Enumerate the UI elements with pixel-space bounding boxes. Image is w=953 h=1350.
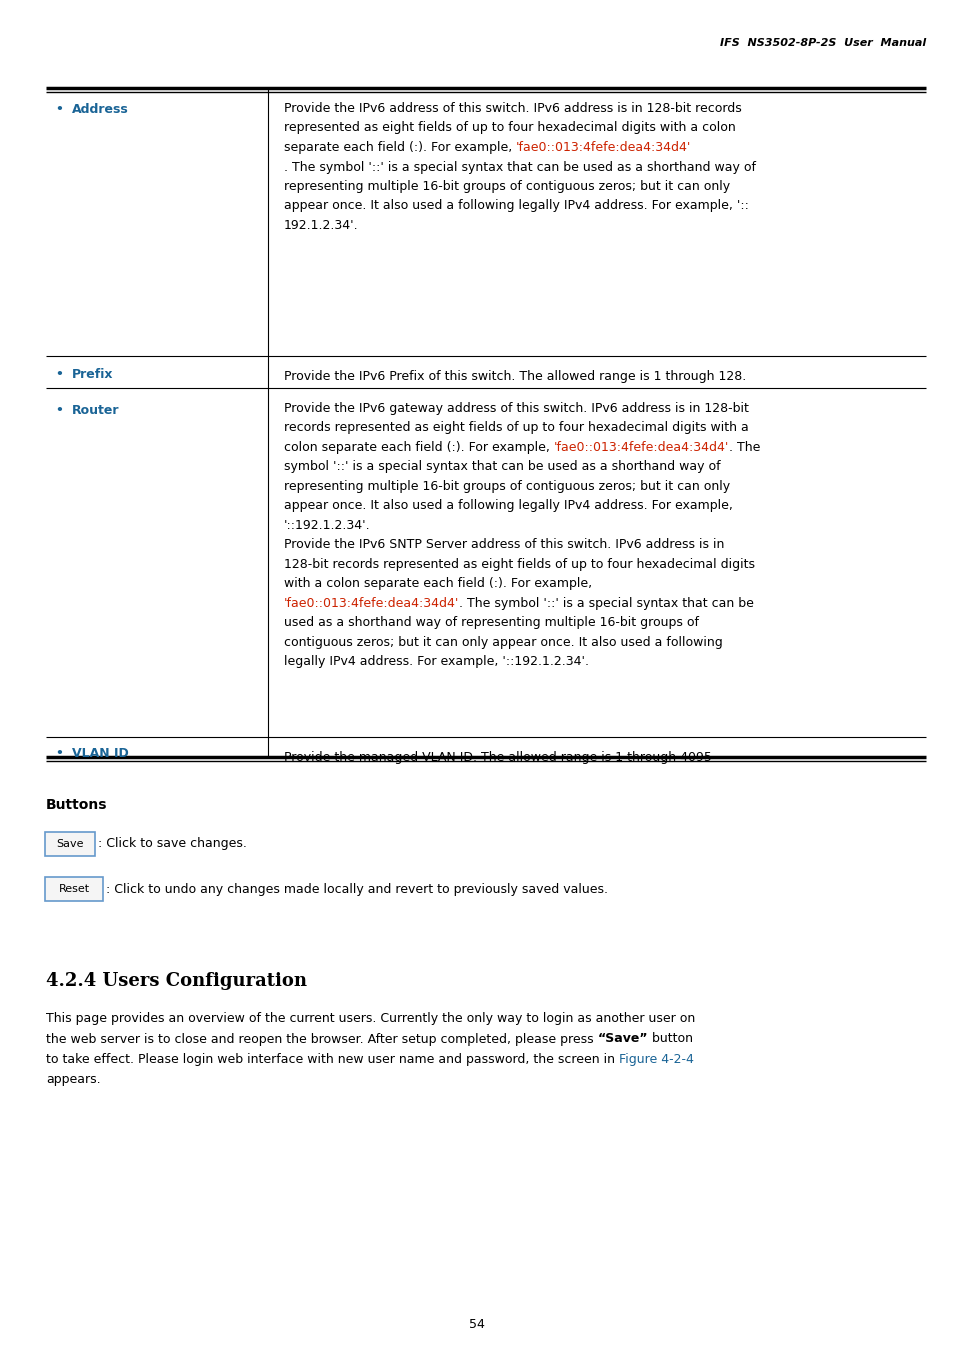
Text: '::192.1.2.34'.: '::192.1.2.34'.	[284, 518, 370, 532]
Text: : Click to save changes.: : Click to save changes.	[98, 837, 247, 850]
Text: Figure 4-2-4: Figure 4-2-4	[618, 1053, 693, 1066]
Text: 192.1.2.34'.: 192.1.2.34'.	[284, 219, 358, 232]
Text: Address: Address	[71, 103, 129, 116]
Text: represented as eight fields of up to four hexadecimal digits with a colon: represented as eight fields of up to fou…	[284, 122, 735, 135]
Text: Provide the IPv6 SNTP Server address of this switch. IPv6 address is in: Provide the IPv6 SNTP Server address of …	[284, 539, 723, 552]
Text: representing multiple 16-bit groups of contiguous zeros; but it can only: representing multiple 16-bit groups of c…	[284, 180, 729, 193]
Text: 'fae0::013:4fefe:dea4:34d4': 'fae0::013:4fefe:dea4:34d4'	[516, 140, 691, 154]
Text: 'fae0::013:4fefe:dea4:34d4': 'fae0::013:4fefe:dea4:34d4'	[284, 597, 459, 610]
Text: Router: Router	[71, 404, 119, 417]
Text: to take effect. Please login web interface with new user name and password, the : to take effect. Please login web interfa…	[46, 1053, 618, 1066]
Text: . The symbol '::' is a special syntax that can be used as a shorthand way of: . The symbol '::' is a special syntax th…	[284, 161, 755, 174]
Text: : Click to undo any changes made locally and revert to previously saved values.: : Click to undo any changes made locally…	[106, 883, 607, 895]
Text: •: •	[55, 369, 63, 381]
Text: Provide the managed VLAN ID. The allowed range is 1 through 4095: Provide the managed VLAN ID. The allowed…	[284, 751, 711, 764]
Text: IFS  NS3502-8P-2S  User  Manual: IFS NS3502-8P-2S User Manual	[719, 38, 925, 49]
Text: This page provides an overview of the current users. Currently the only way to l: This page provides an overview of the cu…	[46, 1012, 695, 1025]
Text: •: •	[55, 747, 63, 760]
Text: Provide the IPv6 Prefix of this switch. The allowed range is 1 through 128.: Provide the IPv6 Prefix of this switch. …	[284, 370, 745, 383]
Text: •: •	[55, 404, 63, 417]
Text: Save: Save	[56, 838, 84, 849]
Text: 'fae0::013:4fefe:dea4:34d4': 'fae0::013:4fefe:dea4:34d4'	[554, 441, 728, 454]
Text: symbol '::' is a special syntax that can be used as a shorthand way of: symbol '::' is a special syntax that can…	[284, 460, 720, 474]
Text: representing multiple 16-bit groups of contiguous zeros; but it can only: representing multiple 16-bit groups of c…	[284, 481, 729, 493]
Text: 128-bit records represented as eight fields of up to four hexadecimal digits: 128-bit records represented as eight fie…	[284, 558, 754, 571]
Text: separate each field (:). For example,: separate each field (:). For example,	[284, 140, 516, 154]
Text: VLAN ID: VLAN ID	[71, 747, 129, 760]
Text: . The symbol '::' is a special syntax that can be: . The symbol '::' is a special syntax th…	[459, 597, 754, 610]
Text: used as a shorthand way of representing multiple 16-bit groups of: used as a shorthand way of representing …	[284, 617, 699, 629]
Text: appears.: appears.	[46, 1073, 100, 1087]
Text: button: button	[647, 1033, 693, 1045]
Text: Reset: Reset	[58, 884, 90, 894]
FancyBboxPatch shape	[45, 832, 95, 856]
Text: colon separate each field (:). For example,: colon separate each field (:). For examp…	[284, 441, 554, 454]
Text: appear once. It also used a following legally IPv4 address. For example,: appear once. It also used a following le…	[284, 500, 732, 513]
Text: with a colon separate each field (:). For example,: with a colon separate each field (:). Fo…	[284, 578, 592, 590]
Text: 4.2.4 Users Configuration: 4.2.4 Users Configuration	[46, 972, 307, 990]
Text: appear once. It also used a following legally IPv4 address. For example, '::: appear once. It also used a following le…	[284, 200, 748, 212]
Text: “Save”: “Save”	[597, 1033, 647, 1045]
Text: the web server is to close and reopen the browser. After setup completed, please: the web server is to close and reopen th…	[46, 1033, 597, 1045]
Text: Buttons: Buttons	[46, 798, 108, 811]
Text: legally IPv4 address. For example, '::192.1.2.34'.: legally IPv4 address. For example, '::19…	[284, 656, 588, 668]
Text: 54: 54	[469, 1318, 484, 1331]
FancyBboxPatch shape	[45, 878, 103, 900]
Text: Provide the IPv6 gateway address of this switch. IPv6 address is in 128-bit: Provide the IPv6 gateway address of this…	[284, 402, 748, 414]
Text: •: •	[55, 103, 63, 116]
Text: Provide the IPv6 address of this switch. IPv6 address is in 128-bit records: Provide the IPv6 address of this switch.…	[284, 103, 741, 115]
Text: records represented as eight fields of up to four hexadecimal digits with a: records represented as eight fields of u…	[284, 421, 748, 435]
Text: contiguous zeros; but it can only appear once. It also used a following: contiguous zeros; but it can only appear…	[284, 636, 722, 649]
Text: Prefix: Prefix	[71, 369, 113, 381]
Text: . The: . The	[728, 441, 760, 454]
